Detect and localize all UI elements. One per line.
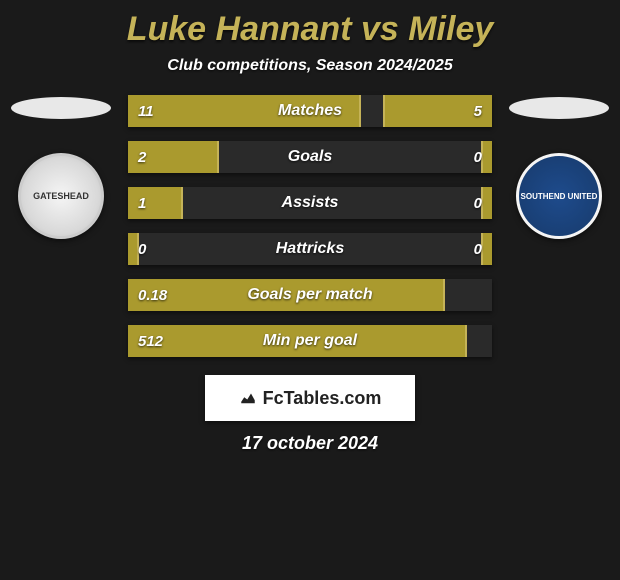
stat-label: Goals	[288, 148, 332, 166]
stat-label: Hattricks	[276, 240, 344, 258]
bar-fill-b	[481, 187, 492, 219]
bar-fill-b	[481, 141, 492, 173]
subtitle: Club competitions, Season 2024/2025	[0, 51, 620, 89]
value-b: 0	[474, 187, 482, 219]
bar-fill-b	[481, 233, 492, 265]
value-a: 0	[138, 233, 146, 265]
player-a-shadow	[11, 97, 111, 119]
stat-row: 0.18 Goals per match	[128, 279, 492, 311]
comparison-panel: GATESHEAD 11 5 Matches 2 0 Goals 1 0 Assists 0 0 Ha…	[0, 89, 620, 357]
value-a: 1	[138, 187, 146, 219]
player-b-shadow	[509, 97, 609, 119]
value-a: 11	[138, 95, 154, 127]
player-a-crest-label: GATESHEAD	[33, 191, 89, 201]
value-a: 512	[138, 325, 163, 357]
value-a: 2	[138, 141, 146, 173]
chart-icon	[239, 389, 257, 407]
stat-row: 2 0 Goals	[128, 141, 492, 173]
value-b: 0	[474, 233, 482, 265]
stat-label: Assists	[282, 194, 339, 212]
stat-row: 0 0 Hattricks	[128, 233, 492, 265]
source-logo: FcTables.com	[205, 375, 415, 421]
date-text: 17 october 2024	[0, 433, 620, 454]
player-a-column: GATESHEAD	[6, 89, 116, 239]
player-b-crest-label: SOUTHEND UNITED	[521, 192, 598, 201]
stat-bars: 11 5 Matches 2 0 Goals 1 0 Assists 0 0 Hattricks 0.1…	[128, 95, 492, 357]
stat-row: 512 Min per goal	[128, 325, 492, 357]
stat-row: 1 0 Assists	[128, 187, 492, 219]
stat-label: Goals per match	[247, 286, 372, 304]
source-logo-text: FcTables.com	[263, 388, 382, 409]
value-b: 0	[474, 141, 482, 173]
player-b-crest-icon: SOUTHEND UNITED	[516, 153, 602, 239]
player-a-crest-icon: GATESHEAD	[18, 153, 104, 239]
stat-label: Matches	[278, 102, 342, 120]
stat-label: Min per goal	[263, 332, 357, 350]
bar-fill-a	[128, 187, 183, 219]
value-a: 0.18	[138, 279, 167, 311]
stat-row: 11 5 Matches	[128, 95, 492, 127]
value-b: 5	[474, 95, 482, 127]
page-title: Luke Hannant vs Miley	[0, 0, 620, 51]
player-b-column: SOUTHEND UNITED	[504, 89, 614, 239]
